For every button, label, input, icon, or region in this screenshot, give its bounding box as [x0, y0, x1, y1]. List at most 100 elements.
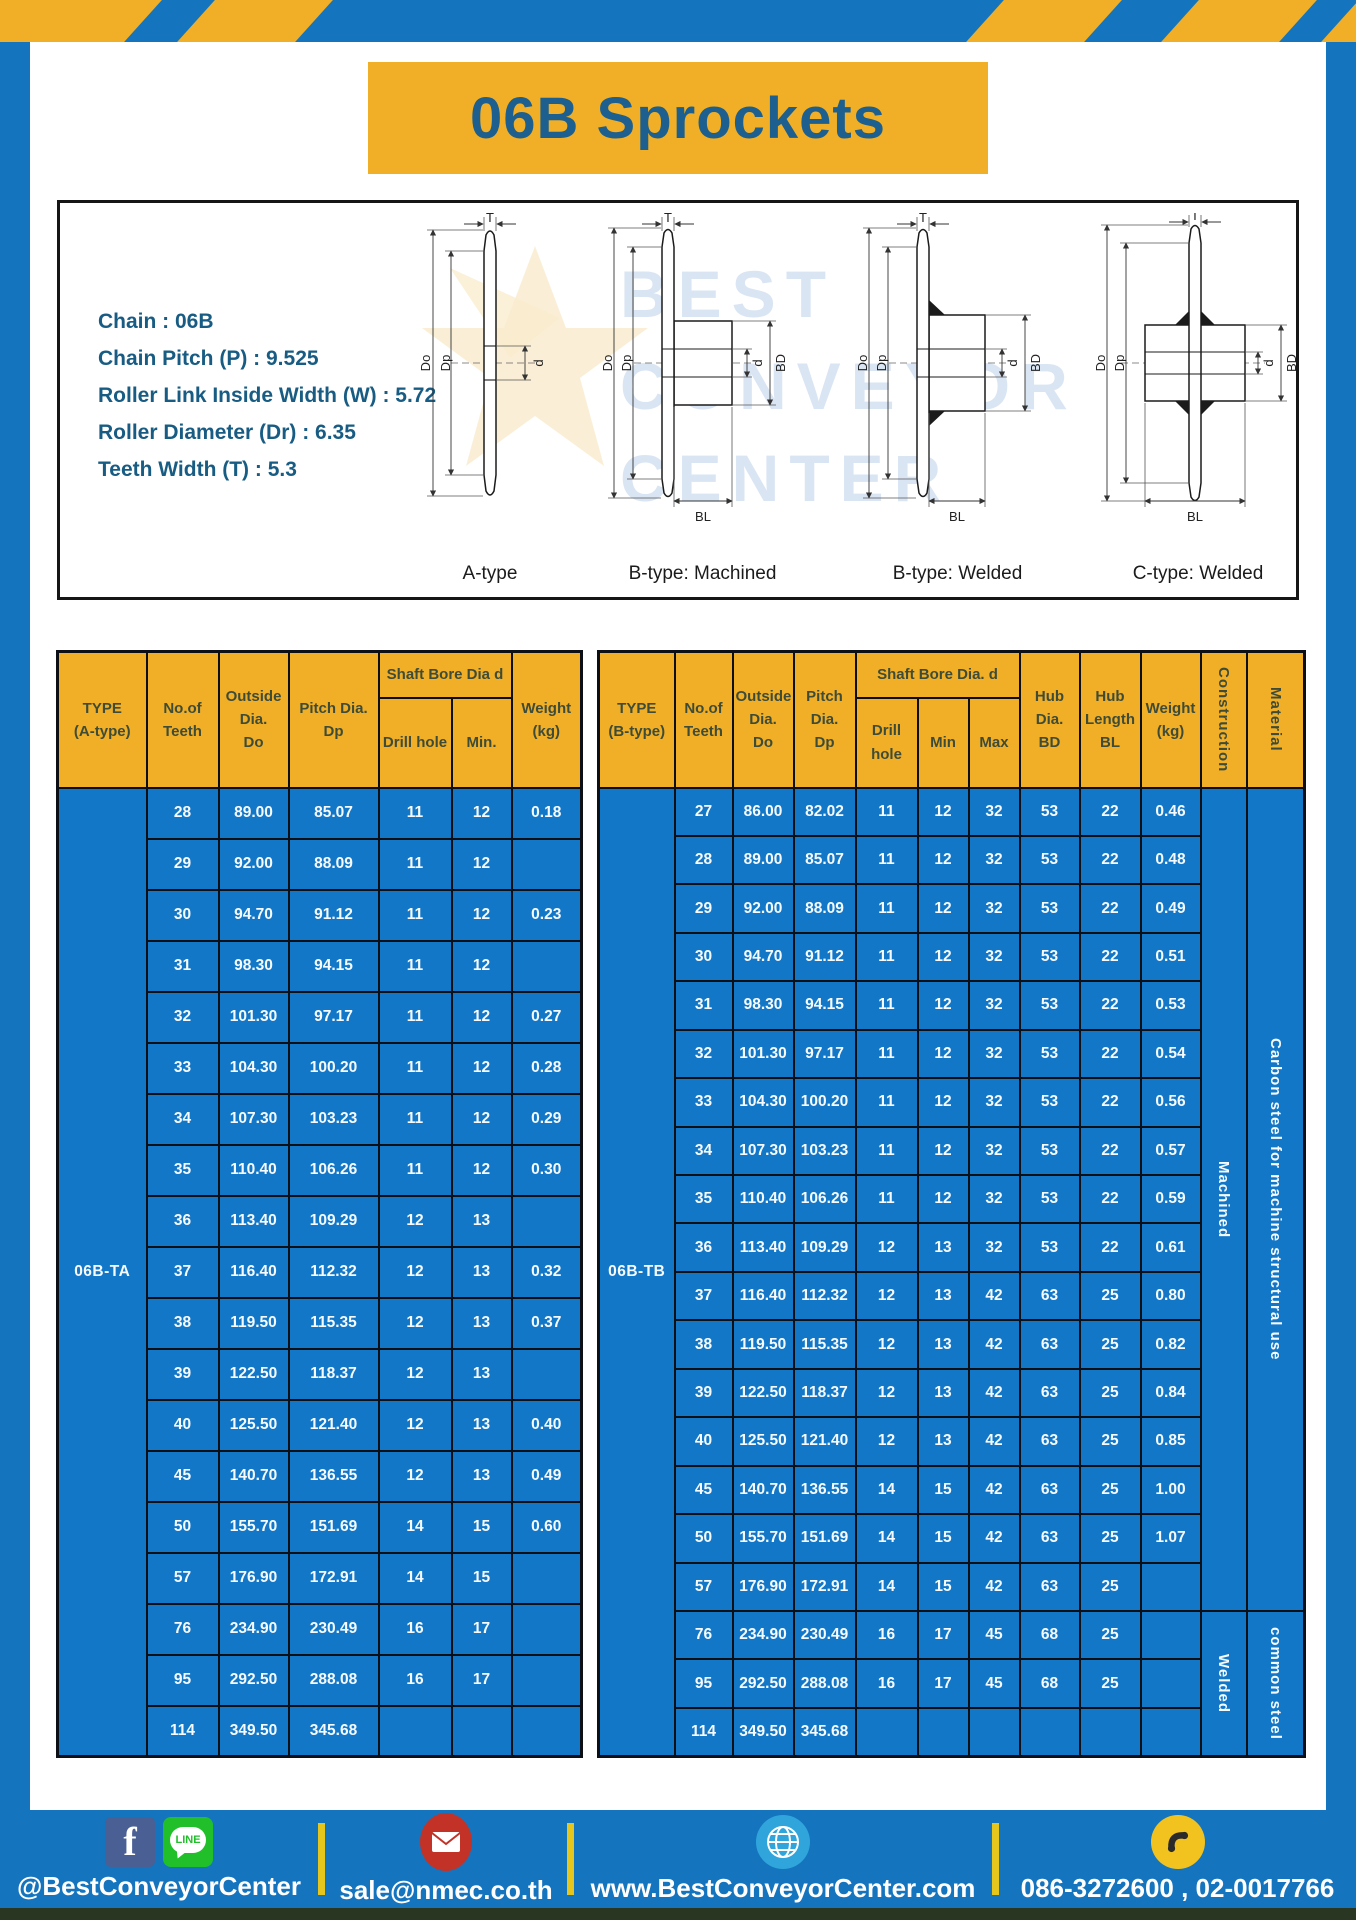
social-handle[interactable]: @BestConveyorCenter	[17, 1870, 301, 1901]
table-cell: 13	[916, 1319, 970, 1370]
table-cell: 176.90	[217, 1551, 290, 1605]
table-cell: 25	[1078, 1609, 1142, 1661]
table-cell: 107.30	[731, 1125, 795, 1177]
table-cell: 11	[377, 837, 453, 891]
table-cell: 91.12	[287, 888, 380, 942]
table-cell: 22	[1078, 931, 1142, 983]
table-cell: 53	[1018, 1077, 1081, 1128]
table-cell	[1139, 1658, 1202, 1709]
table-cell	[1078, 1706, 1142, 1758]
table-cell: 109.29	[792, 1222, 857, 1273]
table-cell: 30	[145, 888, 220, 942]
table-cell: 89.00	[217, 786, 290, 840]
footer-social[interactable]: f LINE @BestConveyorCenter	[0, 1810, 318, 1908]
table-row: 32 101.30 97.17 11 12 32 53 22 0.54	[599, 1028, 1305, 1080]
type-label: 06B-TA	[56, 786, 148, 1758]
b-type-machined-diagram-icon: T Do Dp d BD BL	[600, 213, 788, 524]
table-cell: 35	[145, 1143, 220, 1197]
col-header-min: Min	[916, 696, 970, 789]
table-cell: 37	[145, 1245, 220, 1299]
table-row: 114 349.50 345.68	[58, 1704, 583, 1758]
table-cell: 25	[1078, 1561, 1142, 1612]
col-header-outside-dia: Outside Dia. Do	[217, 650, 290, 789]
phone-numbers[interactable]: 086-3272600 , 02-0017766	[1020, 1872, 1335, 1903]
table-cell: 12	[377, 1194, 453, 1248]
table-cell: 292.50	[217, 1653, 290, 1707]
table-cell: 22	[1078, 1077, 1142, 1128]
table-cell: 89.00	[731, 834, 795, 886]
table-cell: 12	[916, 834, 970, 886]
table-cell: 63	[1018, 1513, 1081, 1564]
footer-email[interactable]: sale@nmec.co.th	[325, 1810, 567, 1908]
table-cell: 12	[854, 1319, 919, 1370]
chain-specs: Chain : 06B Chain Pitch (P) : 9.525 Roll…	[98, 303, 436, 488]
globe-icon[interactable]	[756, 1814, 810, 1869]
table-cell: 57	[145, 1551, 220, 1605]
table-row: 06B-TA 28 89.00 85.07 11 12 0.18	[56, 786, 583, 1758]
table-cell: 13	[450, 1347, 513, 1401]
svg-text:BD: BD	[1284, 354, 1299, 372]
table-cell: 95	[145, 1653, 220, 1707]
col-header-drill-hole: Drill hole	[854, 696, 919, 789]
table-cell: 113.40	[731, 1222, 795, 1273]
svg-text:Dp: Dp	[619, 355, 634, 372]
table-cell	[377, 1704, 453, 1758]
svg-text:BD: BD	[773, 354, 788, 372]
col-header-max: Max	[967, 696, 1021, 789]
svg-text:Dp: Dp	[438, 355, 453, 372]
table-cell: 98.30	[731, 980, 795, 1031]
table-cell: 11	[377, 1041, 453, 1095]
table-cell: 13	[450, 1194, 513, 1248]
email-address[interactable]: sale@nmec.co.th	[339, 1874, 553, 1905]
drawing-box: BEST CONVEYOR CENTER Chain : 06B Chain P…	[57, 200, 1299, 600]
table-cell: 12	[916, 1125, 970, 1177]
drawing-caption: A-type	[462, 563, 518, 584]
table-row: 114 349.50 345.68	[599, 1706, 1305, 1758]
table-cell: 0.29	[510, 1092, 583, 1146]
table-cell: 12	[916, 883, 970, 934]
table-row: 35 110.40 106.26 11 12 32 53 22 0.59	[599, 1173, 1305, 1225]
table-cell: 53	[1018, 980, 1081, 1031]
table-cell: 11	[377, 1143, 453, 1197]
table-cell: 114	[145, 1704, 220, 1758]
table-cell: 32	[967, 1125, 1021, 1177]
table-cell: 38	[673, 1319, 734, 1370]
table-cell: 14	[377, 1551, 453, 1605]
svg-text:Do: Do	[418, 355, 433, 372]
table-cell: 0.32	[510, 1245, 583, 1299]
col-header-teeth: No.of Teeth	[145, 650, 220, 789]
table-cell: 118.37	[792, 1367, 857, 1419]
table-cell: 40	[145, 1398, 220, 1452]
table-cell: 13	[450, 1449, 513, 1503]
table-cell: 100.20	[287, 1041, 380, 1095]
title-banner: 06B Sprockets	[368, 62, 988, 174]
table-cell: 112.32	[792, 1270, 857, 1322]
table-cell: 76	[145, 1602, 220, 1656]
table-cell: 119.50	[217, 1296, 290, 1350]
svg-text:T: T	[919, 213, 927, 225]
drawing-caption: C-type: Welded	[1132, 563, 1264, 584]
line-icon[interactable]: LINE	[163, 1816, 213, 1867]
table-cell: 116.40	[731, 1270, 795, 1322]
table-cell: 11	[854, 834, 919, 886]
svg-text:T: T	[486, 213, 494, 225]
table-cell	[510, 939, 583, 993]
table-cell: 0.60	[510, 1500, 583, 1554]
footer-phone[interactable]: 086-3272600 , 02-0017766	[999, 1810, 1356, 1908]
table-cell: 34	[145, 1092, 220, 1146]
website-url[interactable]: www.BestConveyorCenter.com	[590, 1872, 976, 1903]
phone-icon[interactable]	[1150, 1814, 1205, 1869]
svg-text:BL: BL	[949, 509, 965, 524]
email-icon[interactable]	[420, 1812, 472, 1871]
table-cell	[1139, 1706, 1202, 1758]
table-cell: 0.56	[1139, 1077, 1202, 1128]
table-cell	[967, 1706, 1021, 1758]
top-decorative-bar	[0, 0, 1356, 42]
facebook-icon[interactable]: f	[105, 1816, 155, 1867]
table-row: 40 125.50 121.40 12 13 42 63 25 0.85	[599, 1416, 1305, 1467]
footer-website[interactable]: www.BestConveyorCenter.com	[574, 1810, 992, 1908]
table-cell: 345.68	[287, 1704, 380, 1758]
table-cell: 0.40	[510, 1398, 583, 1452]
table-cell: 36	[673, 1222, 734, 1273]
table-cell: 11	[854, 1077, 919, 1128]
